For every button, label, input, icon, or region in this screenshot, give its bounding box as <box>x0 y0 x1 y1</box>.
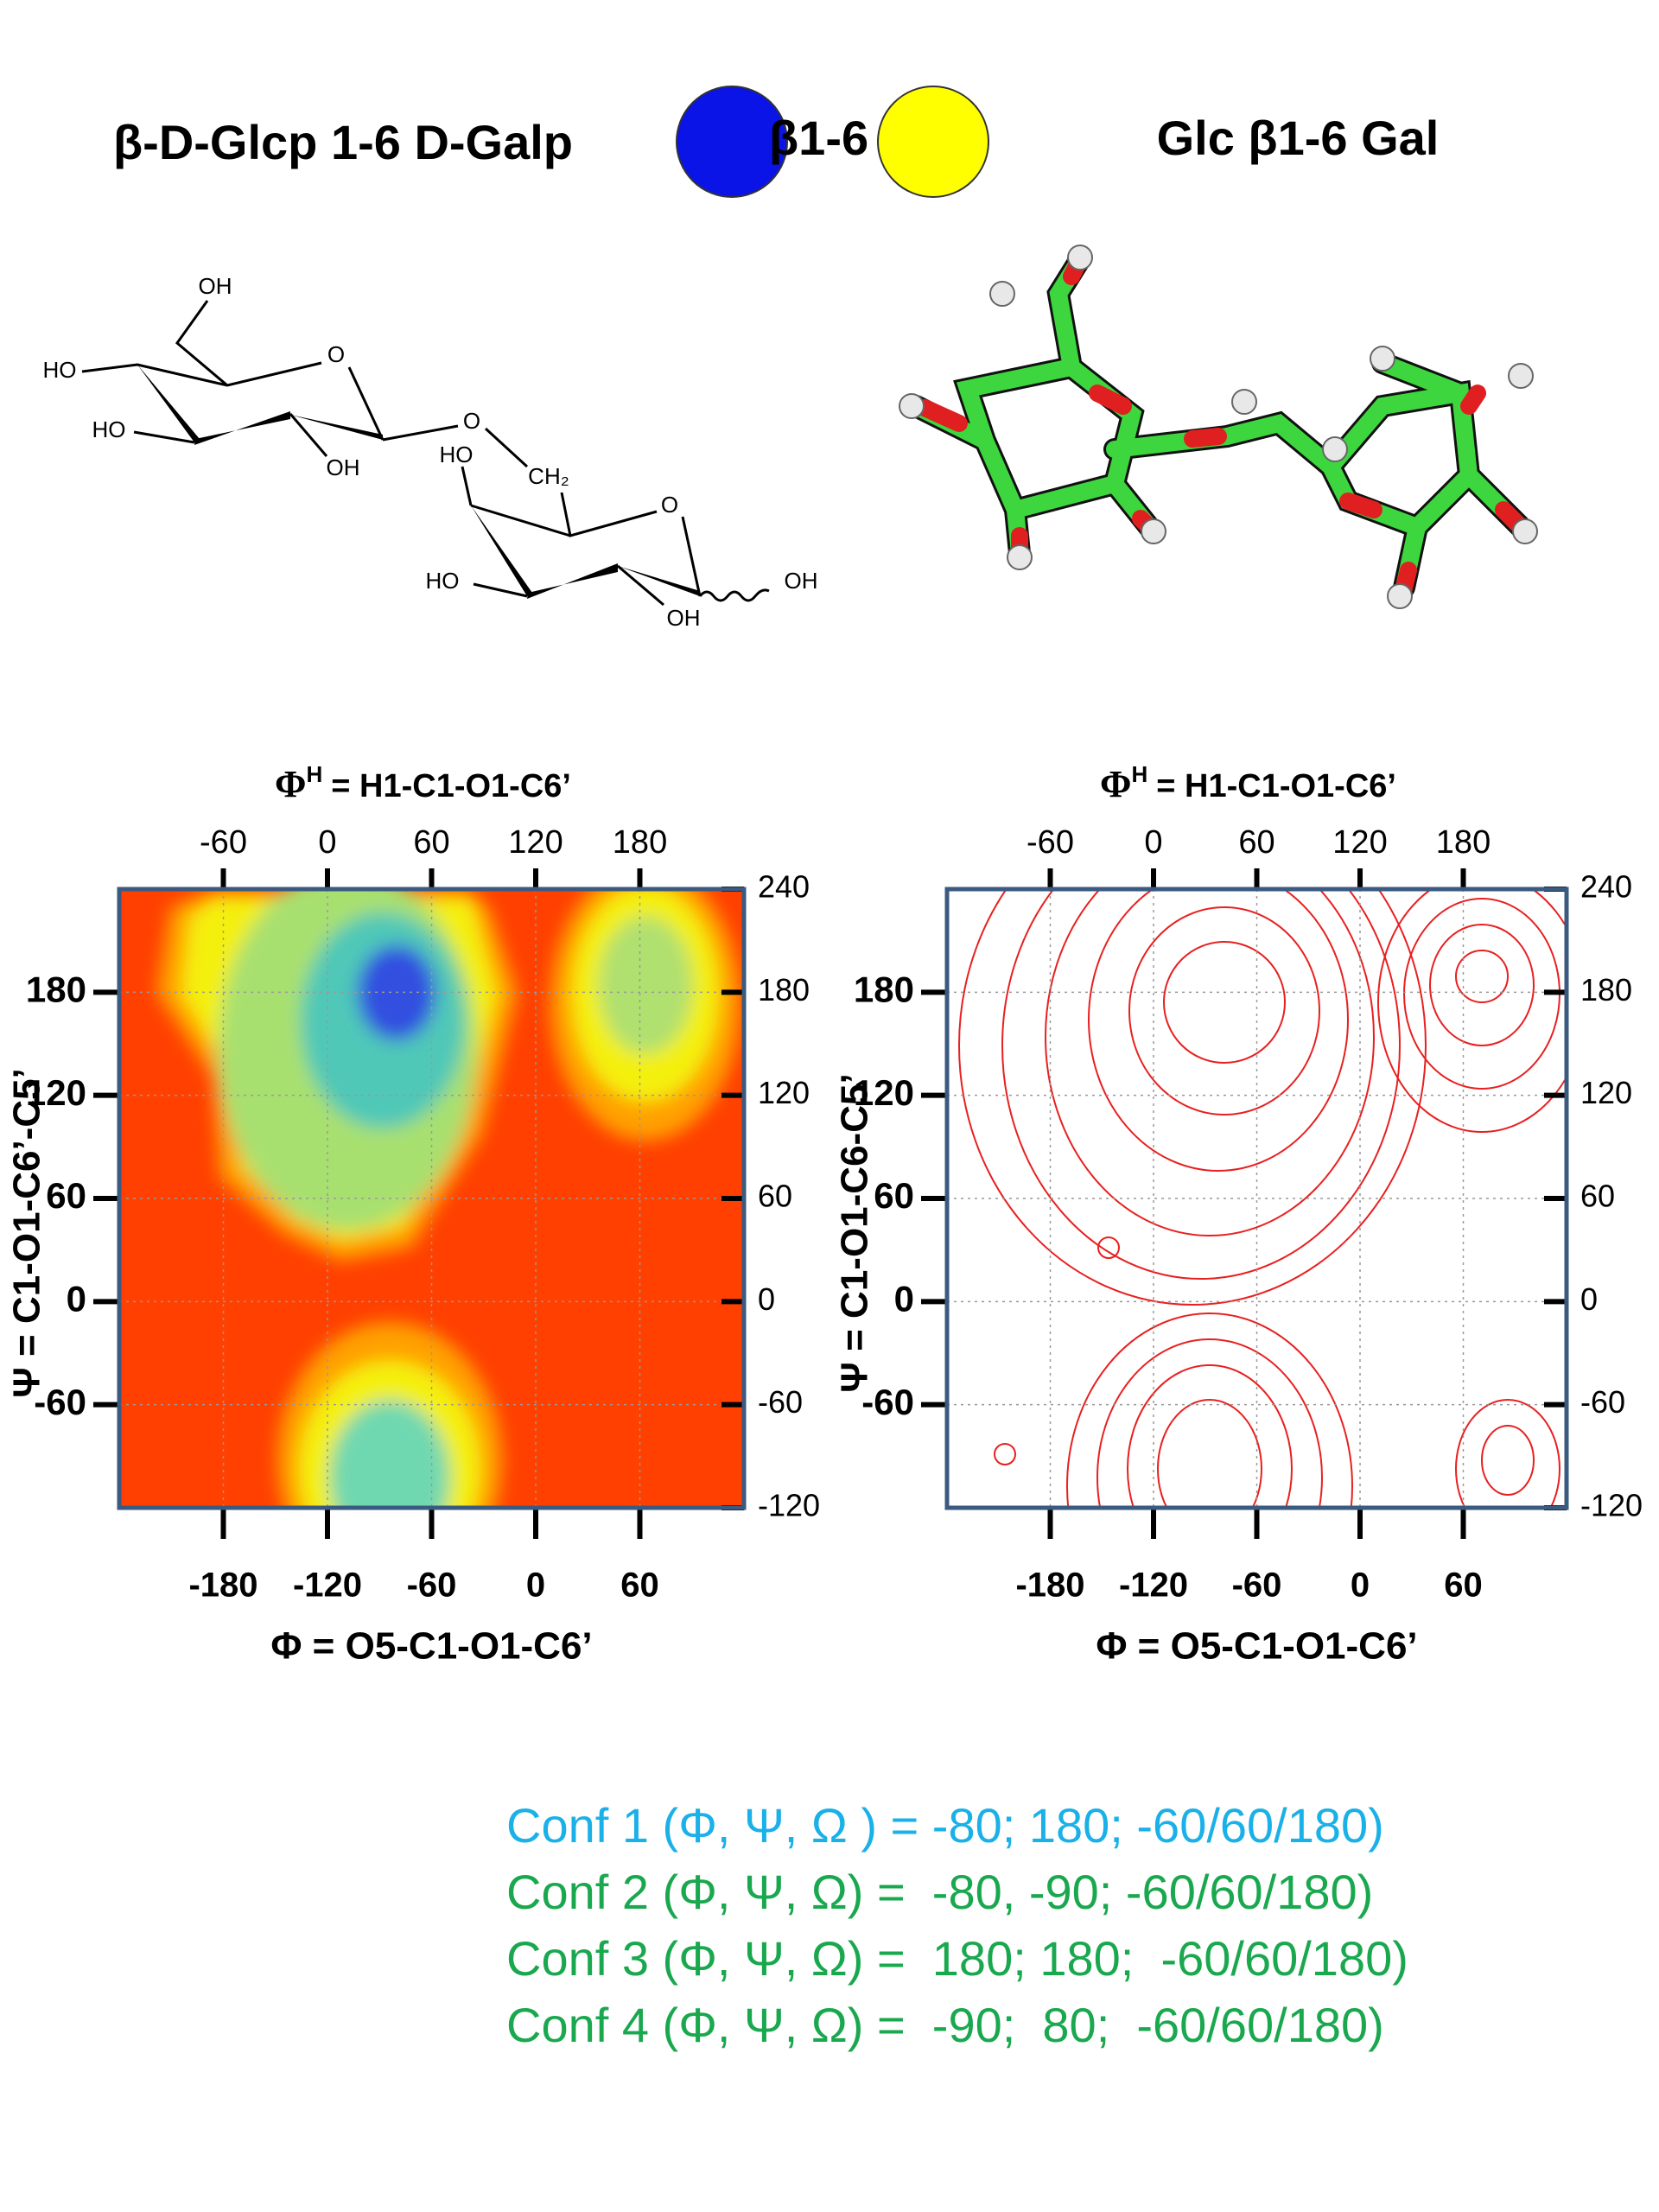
right-tick-label: 60 <box>1580 1179 1615 1214</box>
conformation: Conf 4 (Φ, Ψ, Ω) = -90; 80; -60/60/180) <box>506 1998 1384 2052</box>
chem-label: O <box>327 341 345 367</box>
x-tick-label: -60 <box>407 1567 457 1605</box>
right-tick-label: 180 <box>1580 972 1632 1007</box>
top-tick-label: 180 <box>1436 824 1491 861</box>
y-tick-label: 180 <box>854 969 914 1009</box>
x-tick-label: 60 <box>1444 1567 1483 1605</box>
x-tick-label: -120 <box>1119 1567 1188 1605</box>
y-tick-label: 180 <box>26 969 86 1009</box>
chem-label: HO <box>426 568 460 594</box>
y-tick-label: 60 <box>46 1175 86 1216</box>
top-tick-label: 120 <box>508 824 563 861</box>
y-tick-label: -60 <box>861 1382 914 1422</box>
right-tick-label: 240 <box>1580 869 1632 905</box>
right-tick-label: 120 <box>758 1075 810 1110</box>
x-tick-label: 0 <box>526 1567 545 1605</box>
top-tick-label: 0 <box>1144 824 1162 861</box>
top-tick-label: 120 <box>1332 824 1387 861</box>
y-tick-label: 60 <box>874 1175 914 1216</box>
y-axis-title: Ψ = C1-O1-C6-C5’ <box>834 1073 876 1392</box>
top-title-part: H <box>307 761 323 787</box>
conformation: Conf 3 (Φ, Ψ, Ω) = 180; 180; -60/60/180) <box>506 1931 1408 1986</box>
y-tick-label: 120 <box>26 1072 86 1113</box>
top-title-part: H <box>1132 761 1148 787</box>
chem-label: OH <box>199 273 232 299</box>
conformation: Conf 1 (Φ, Ψ, Ω ) = -80; 180; -60/60/180… <box>506 1798 1384 1853</box>
top-title: ΦH = H1-C1-O1-C6’ <box>275 761 571 805</box>
chem-label: OH <box>785 568 818 594</box>
top-tick-label: 180 <box>613 824 667 861</box>
x-tick-label: 60 <box>620 1567 659 1605</box>
y-tick-label: 0 <box>67 1278 86 1319</box>
right-tick-label: -60 <box>1580 1384 1625 1420</box>
right-tick-label: 240 <box>758 869 810 905</box>
plot-frame <box>944 887 1569 1510</box>
x-tick-label: -120 <box>293 1567 362 1605</box>
header-left: β-D-Glcp 1-6 D-Galp <box>113 115 573 169</box>
right-tick-label: -120 <box>758 1488 820 1523</box>
chem-label: HO <box>43 357 77 383</box>
top-tick-label: 60 <box>413 824 449 861</box>
chem-label: CH₂ <box>528 463 569 489</box>
y-tick-label: 0 <box>894 1278 914 1319</box>
conformation: Conf 2 (Φ, Ψ, Ω) = -80, -90; -60/60/180) <box>506 1865 1373 1919</box>
chem-label: OH <box>327 454 360 480</box>
right-tick-label: 120 <box>1580 1075 1632 1110</box>
y-tick-label: 120 <box>854 1072 914 1113</box>
top-title-part: = H1-C1-O1-C6’ <box>1156 768 1396 804</box>
right-tick-label: 0 <box>758 1281 775 1317</box>
x-axis-title: Φ = O5-C1-O1-C6’ <box>270 1625 592 1668</box>
top-tick-label: 60 <box>1238 824 1274 861</box>
chem-label: HO <box>440 442 474 467</box>
x-axis-title: Φ = O5-C1-O1-C6’ <box>1096 1625 1417 1668</box>
x-tick-label: -60 <box>1232 1567 1282 1605</box>
chem-label: O <box>463 408 480 434</box>
chem-label: O <box>661 492 678 518</box>
top-tick-label: -60 <box>200 824 247 861</box>
top-tick-label: 0 <box>318 824 336 861</box>
stick-model <box>899 245 1538 609</box>
right-tick-label: 60 <box>758 1179 792 1214</box>
top-tick-label: -60 <box>1027 824 1074 861</box>
contours <box>947 889 1567 1508</box>
glc-symbol <box>676 86 788 198</box>
right-tick-label: -120 <box>1580 1488 1643 1523</box>
x-tick-label: -180 <box>1015 1567 1084 1605</box>
right-tick-label: 180 <box>758 972 810 1007</box>
plot-frame <box>117 887 747 1510</box>
top-title-part: Φ <box>1100 763 1131 805</box>
chem-structure: OH HO O HO OH O HO CH₂ O HO OH OH <box>43 273 818 631</box>
x-tick-label: 0 <box>1351 1567 1370 1605</box>
right-tick-label: 0 <box>1580 1281 1598 1317</box>
gal-symbol <box>877 86 989 198</box>
chem-label: OH <box>667 605 701 631</box>
x-tick-label: -180 <box>188 1567 257 1605</box>
linkage: β1-6 <box>769 111 868 165</box>
y-axis-title: Ψ = C1-O1-C6’-C5’ <box>6 1068 48 1398</box>
top-title: ΦH = H1-C1-O1-C6’ <box>1100 761 1396 805</box>
chem-label: HO <box>92 416 126 442</box>
header-right: Glc β1-6 Gal <box>1157 111 1440 165</box>
y-tick-label: -60 <box>34 1382 86 1422</box>
right-tick-label: -60 <box>758 1384 803 1420</box>
top-title-part: Φ <box>275 763 306 805</box>
top-title-part: = H1-C1-O1-C6’ <box>331 768 571 804</box>
